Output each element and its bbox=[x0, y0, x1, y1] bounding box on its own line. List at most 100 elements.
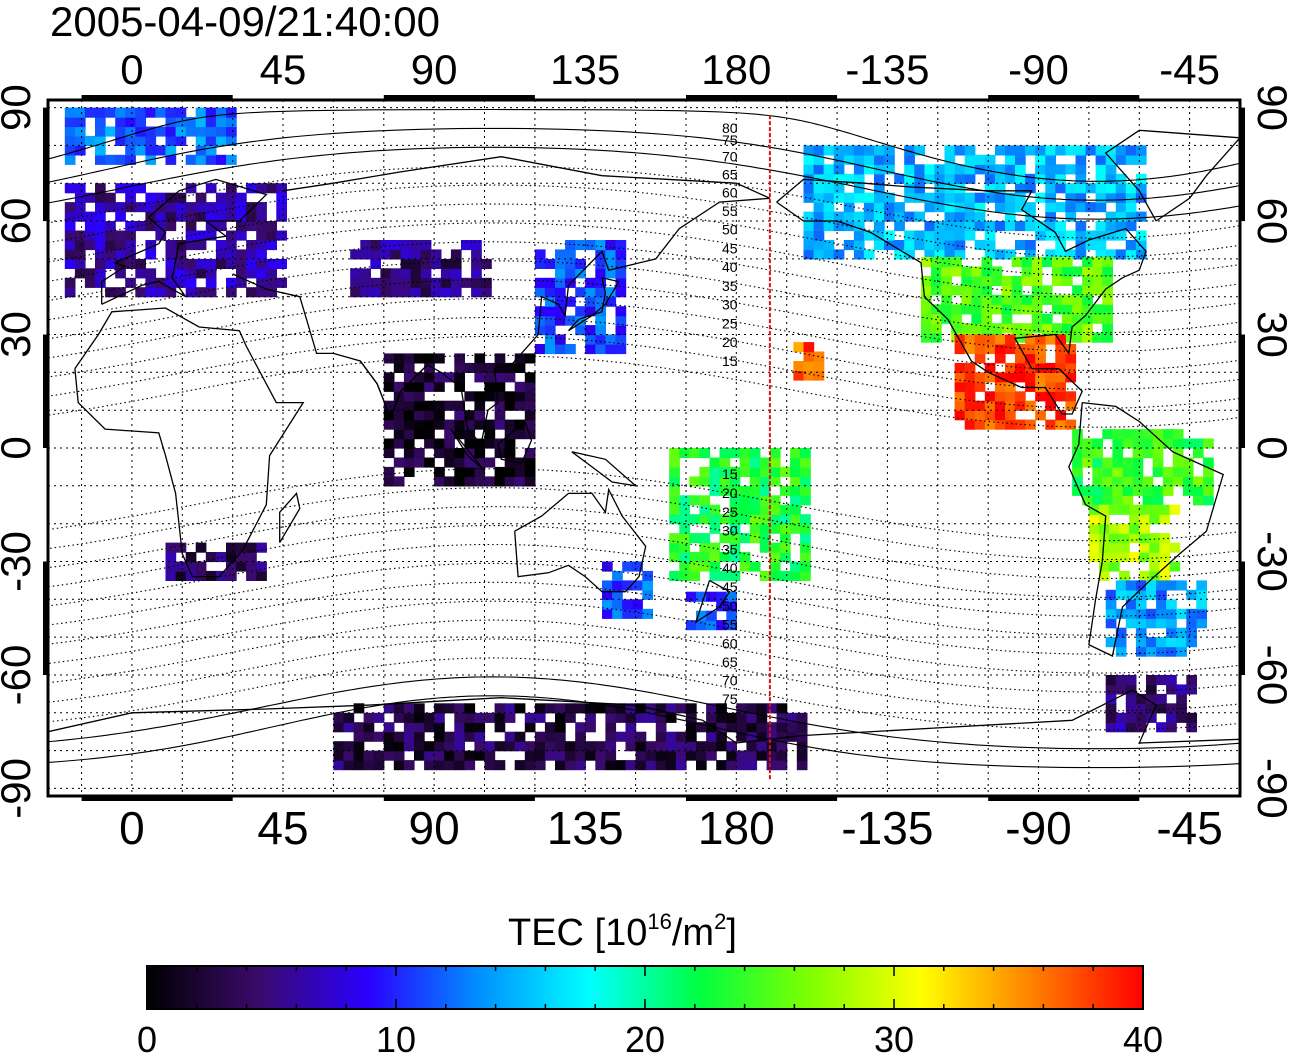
tec-cell bbox=[954, 221, 966, 232]
tec-cell bbox=[474, 372, 486, 383]
tec-cell bbox=[205, 552, 217, 563]
tec-cell bbox=[874, 221, 885, 232]
tec-cell bbox=[964, 173, 976, 184]
tec-cell bbox=[729, 542, 741, 553]
tec-cell bbox=[1125, 703, 1137, 714]
tec-cell bbox=[632, 608, 643, 619]
tec-cell bbox=[414, 410, 425, 421]
tec-cell bbox=[1099, 504, 1110, 515]
tec-cell bbox=[333, 760, 345, 771]
tec-cell bbox=[1135, 627, 1147, 638]
tec-cell bbox=[833, 173, 845, 184]
tec-cell bbox=[665, 731, 677, 742]
tec-region-europe bbox=[64, 183, 287, 298]
colorbar-title-unit-exponent: 2 bbox=[714, 909, 726, 934]
tec-cell bbox=[823, 202, 835, 213]
tec-cell bbox=[471, 277, 482, 288]
tec-cell bbox=[709, 570, 721, 581]
tec-cell bbox=[1139, 523, 1150, 534]
tec-cell bbox=[823, 221, 835, 232]
tec-cell bbox=[1169, 561, 1181, 572]
tec-cell bbox=[994, 400, 1006, 411]
tec-cell bbox=[430, 249, 442, 260]
tec-cell bbox=[1082, 457, 1093, 468]
tec-cell bbox=[669, 476, 680, 487]
tec-cell bbox=[276, 230, 287, 241]
tec-cell bbox=[524, 741, 536, 752]
tec-cell bbox=[434, 372, 445, 383]
tec-cell bbox=[739, 514, 751, 525]
tec-cell bbox=[84, 211, 96, 222]
tec-cell bbox=[669, 466, 680, 477]
tec-cell bbox=[1169, 542, 1181, 553]
tec-cell bbox=[1115, 173, 1127, 184]
tec-cell bbox=[884, 154, 895, 165]
tec-cell bbox=[1055, 183, 1066, 194]
tec-cell bbox=[1172, 429, 1184, 440]
tec-cell bbox=[780, 552, 791, 563]
frame-tick-bar bbox=[1240, 107, 1245, 222]
tec-cell bbox=[1132, 438, 1144, 449]
tec-cell bbox=[175, 240, 187, 251]
maglat-label: 20 bbox=[722, 485, 738, 501]
tec-cell bbox=[984, 173, 996, 184]
tec-cell bbox=[1159, 533, 1171, 544]
coast-newguinea bbox=[571, 451, 638, 487]
tec-cell bbox=[205, 117, 217, 128]
tec-cell bbox=[1142, 476, 1154, 487]
tec-cell bbox=[1156, 703, 1167, 714]
tec-cell bbox=[769, 457, 781, 468]
tec-cell bbox=[615, 306, 627, 317]
tec-cell bbox=[333, 750, 345, 761]
tec-cell bbox=[853, 164, 865, 175]
maglat-label: 70 bbox=[722, 148, 738, 164]
tec-cell bbox=[454, 372, 465, 383]
tec-cell bbox=[1099, 561, 1110, 572]
tec-cell bbox=[585, 722, 596, 733]
tec-cell bbox=[1135, 249, 1147, 260]
tec-cell bbox=[904, 164, 915, 175]
tec-cell bbox=[424, 760, 435, 771]
tec-cell bbox=[380, 287, 392, 298]
tec-cell bbox=[793, 370, 805, 381]
tec-cell bbox=[719, 552, 731, 563]
tec-cell bbox=[383, 419, 395, 430]
tec-cell bbox=[793, 361, 805, 372]
tec-cell bbox=[1005, 344, 1016, 355]
tec-cell bbox=[729, 476, 741, 487]
tec-cell bbox=[635, 741, 647, 752]
tec-cell bbox=[246, 249, 257, 260]
tec-cell bbox=[105, 221, 116, 232]
tec-cell bbox=[1015, 353, 1026, 364]
tec-region-central-asia bbox=[350, 240, 492, 298]
tec-cell bbox=[645, 741, 657, 752]
tec-cell bbox=[790, 457, 801, 468]
tec-cell bbox=[454, 712, 465, 723]
tec-cell bbox=[1129, 552, 1140, 563]
tec-cell bbox=[833, 221, 845, 232]
tec-cell bbox=[1186, 684, 1197, 695]
right-lat-tick-label: 90 bbox=[1249, 84, 1292, 131]
tec-cell bbox=[974, 400, 986, 411]
tec-cell bbox=[145, 202, 157, 213]
tec-cell bbox=[716, 760, 727, 771]
tec-cell bbox=[796, 750, 808, 761]
maglat-contour bbox=[48, 184, 1240, 258]
tec-cell bbox=[595, 258, 606, 269]
tec-cell bbox=[64, 221, 76, 232]
tec-cell bbox=[226, 570, 237, 581]
tec-cell bbox=[1088, 514, 1100, 525]
tec-cell bbox=[964, 400, 976, 411]
tec-region-antarctica-east bbox=[333, 703, 808, 771]
tec-cell bbox=[175, 202, 187, 213]
tec-cell bbox=[706, 722, 717, 733]
tec-cell bbox=[185, 552, 197, 563]
tec-cell bbox=[984, 183, 996, 194]
tec-cell bbox=[454, 741, 465, 752]
tec-cell bbox=[974, 344, 986, 355]
tec-cell bbox=[904, 173, 915, 184]
tec-cell bbox=[1102, 429, 1113, 440]
tec-cell bbox=[615, 731, 627, 742]
tec-cell bbox=[420, 268, 432, 279]
tec-cell bbox=[1105, 211, 1117, 222]
